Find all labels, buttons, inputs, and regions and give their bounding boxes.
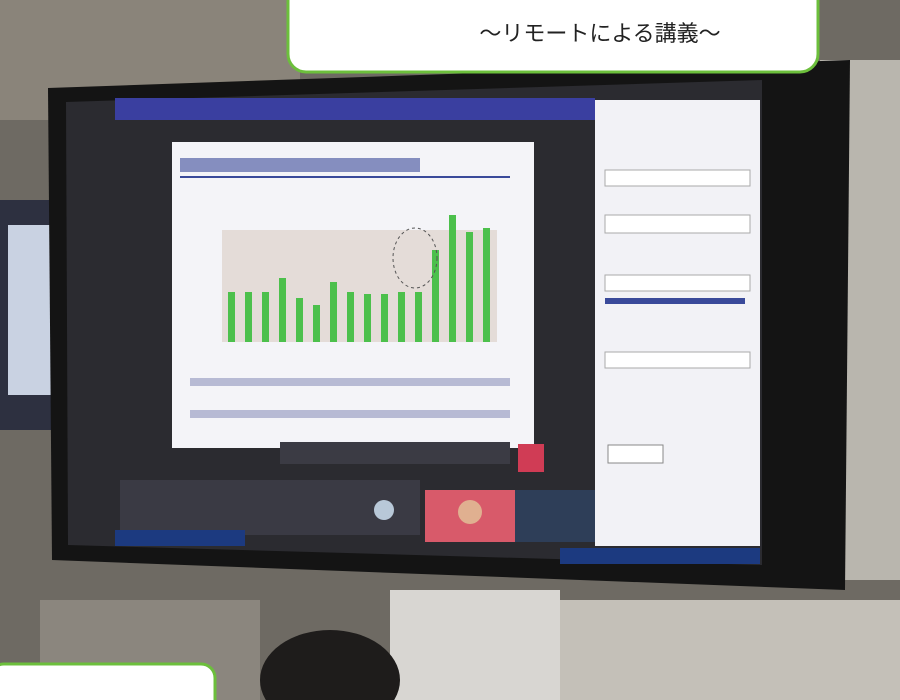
- dropdown: [605, 215, 750, 233]
- bar: [330, 282, 337, 342]
- bar: [296, 298, 303, 342]
- bar: [483, 228, 490, 342]
- slide-bullet: [190, 378, 510, 386]
- bar: [466, 232, 473, 342]
- side-monitor-screen: [8, 225, 53, 395]
- slide-rule: [180, 176, 510, 178]
- bar: [347, 292, 354, 342]
- bar: [449, 215, 456, 342]
- photo: 〜リモートによる講義〜: [0, 0, 900, 700]
- cabinet: [390, 590, 560, 700]
- taskbar: [115, 530, 245, 546]
- callout-fragment: [0, 664, 215, 700]
- bar: [313, 305, 320, 342]
- meeting-toolbar: [280, 442, 510, 464]
- page: 〜リモートによる講義〜 (() => { const data = JSON.p…: [0, 0, 900, 700]
- system-tray: [560, 548, 760, 564]
- caption: 〜リモートによる講義〜: [479, 22, 720, 47]
- bar: [398, 292, 405, 342]
- bar: [415, 292, 422, 342]
- bar: [364, 294, 371, 342]
- dropdown: [605, 170, 750, 186]
- settings-panel: [595, 100, 760, 546]
- dropdown: [605, 352, 750, 368]
- panel-button: [608, 445, 663, 463]
- bar: [381, 294, 388, 342]
- bar: [245, 292, 252, 342]
- bar: [432, 250, 439, 342]
- partition: [560, 600, 900, 700]
- slide-title: [180, 158, 420, 172]
- bar: [228, 292, 235, 342]
- dropdown: [605, 275, 750, 291]
- avatar: [374, 500, 394, 520]
- window-titlebar: [115, 98, 595, 120]
- bar: [279, 278, 286, 342]
- level-meter: [605, 298, 745, 304]
- video-tile: [515, 490, 595, 542]
- speaker-face: [458, 500, 482, 524]
- leave-button: [518, 444, 544, 472]
- slide-bullet: [190, 410, 510, 418]
- bar: [262, 292, 269, 342]
